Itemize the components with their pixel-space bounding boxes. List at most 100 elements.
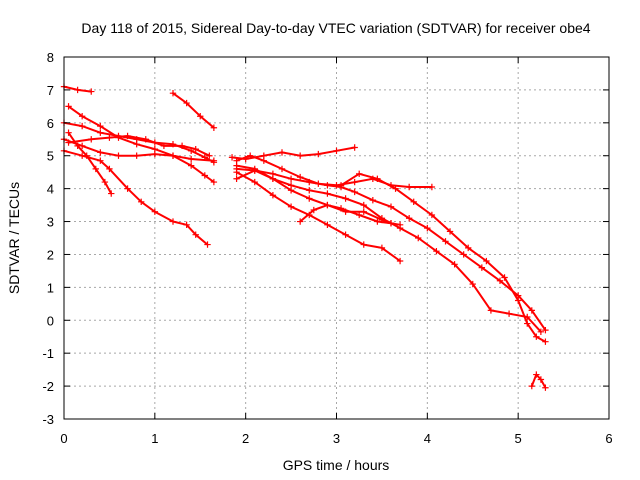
data-point xyxy=(88,88,95,95)
data-point xyxy=(183,99,190,107)
x-tick-label: 1 xyxy=(151,431,158,446)
data-series xyxy=(60,83,549,391)
data-point xyxy=(260,157,268,164)
data-point xyxy=(287,182,295,189)
series-arc-12 xyxy=(233,168,404,265)
y-tick-label: 8 xyxy=(47,50,54,65)
x-tick-label: 0 xyxy=(60,431,67,446)
data-point xyxy=(514,297,522,304)
data-point xyxy=(324,221,331,229)
series-arc-8 xyxy=(65,132,213,159)
data-point xyxy=(306,187,313,194)
data-point xyxy=(201,172,208,179)
data-point xyxy=(233,157,240,164)
data-point xyxy=(133,141,140,148)
data-point xyxy=(106,134,113,141)
data-point xyxy=(192,145,199,153)
data-point xyxy=(178,142,186,150)
y-tick-label: -3 xyxy=(42,412,54,427)
data-point xyxy=(360,208,367,215)
data-point xyxy=(342,195,349,202)
data-point xyxy=(183,221,190,229)
data-point xyxy=(97,157,104,164)
data-point xyxy=(92,165,99,173)
y-tick-label: -2 xyxy=(42,379,54,394)
data-point xyxy=(446,228,454,235)
data-point xyxy=(97,129,104,136)
data-point xyxy=(483,257,490,265)
series-trace xyxy=(235,171,402,262)
y-tick-label: 0 xyxy=(47,313,54,328)
data-point xyxy=(378,244,386,252)
series-trace xyxy=(172,92,215,129)
data-point xyxy=(169,152,177,159)
data-point xyxy=(251,178,258,186)
data-point xyxy=(197,113,204,120)
data-point xyxy=(210,124,218,131)
data-point xyxy=(396,224,404,232)
x-tick-label: 4 xyxy=(424,431,431,446)
data-point xyxy=(133,152,140,159)
y-tick-label: 1 xyxy=(47,280,54,295)
data-point xyxy=(542,384,549,391)
data-point xyxy=(537,376,545,383)
chart-title: Day 118 of 2015, Sidereal Day-to-day VTE… xyxy=(81,20,590,36)
series-trace xyxy=(67,131,113,195)
data-point xyxy=(428,211,436,219)
data-point xyxy=(351,178,358,186)
data-point xyxy=(78,122,86,130)
data-point xyxy=(428,183,436,191)
data-point xyxy=(528,307,535,314)
data-point xyxy=(315,180,322,187)
series-arc-5 xyxy=(60,136,218,164)
data-point xyxy=(424,224,431,232)
data-point xyxy=(287,175,295,182)
data-point xyxy=(378,215,386,222)
data-point xyxy=(533,371,540,378)
y-tick-label: 6 xyxy=(47,116,54,131)
data-point xyxy=(269,192,277,199)
data-point xyxy=(369,196,377,204)
data-point xyxy=(465,244,472,252)
data-point xyxy=(296,152,304,159)
data-point xyxy=(88,136,95,143)
data-point xyxy=(187,155,195,163)
y-axis-label: SDTVAR / TECUs xyxy=(6,182,22,294)
data-point xyxy=(124,185,131,192)
data-point xyxy=(542,326,549,334)
data-point xyxy=(251,167,258,174)
data-point xyxy=(65,139,72,146)
data-point xyxy=(247,152,254,159)
series-arc-15 xyxy=(233,165,545,335)
data-point xyxy=(392,185,399,192)
data-point xyxy=(501,274,508,281)
data-point xyxy=(324,190,331,197)
x-tick-label: 6 xyxy=(605,431,612,446)
data-point xyxy=(333,147,340,154)
data-point xyxy=(342,231,349,238)
y-tick-label: 7 xyxy=(47,83,54,98)
data-point xyxy=(101,178,109,186)
x-tick-label: 5 xyxy=(515,431,522,446)
y-tick-label: 4 xyxy=(47,182,54,197)
data-point xyxy=(233,175,240,182)
series-arc-17 xyxy=(528,371,549,391)
data-point xyxy=(315,150,322,158)
data-point xyxy=(537,328,545,335)
axis-ticks: 0 1 2 3 4 5 6 -3 -2 -1 0 1 2 3 4 5 6 7 8 xyxy=(42,50,612,446)
data-point xyxy=(433,247,440,255)
data-point xyxy=(106,165,113,173)
data-point xyxy=(83,152,90,159)
data-point xyxy=(356,170,363,178)
data-point xyxy=(124,132,131,140)
data-point xyxy=(151,208,159,215)
y-tick-label: 2 xyxy=(47,247,54,262)
data-point xyxy=(396,257,404,265)
data-point xyxy=(405,215,413,222)
data-point xyxy=(187,162,195,169)
x-axis-label: GPS time / hours xyxy=(283,457,390,473)
data-point xyxy=(204,241,211,248)
data-point xyxy=(528,382,535,390)
